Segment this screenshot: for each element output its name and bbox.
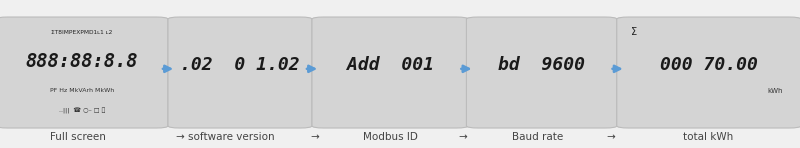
Text: Σ: Σ (630, 27, 637, 37)
Text: ΣT8IMPEXPMD1ʟ1 ʟ2: ΣT8IMPEXPMD1ʟ1 ʟ2 (51, 30, 113, 34)
Text: →: → (606, 132, 614, 142)
Text: PF Hz MkVArh MkWh: PF Hz MkVArh MkWh (50, 88, 114, 93)
Text: → software version: → software version (176, 132, 275, 142)
Text: 888:88:8.8: 888:88:8.8 (26, 52, 138, 71)
Text: Modbus ID: Modbus ID (363, 132, 418, 142)
Text: Full screen: Full screen (50, 132, 106, 142)
Text: ..|||  ☎ ○– □ 🔒: ..||| ☎ ○– □ 🔒 (59, 108, 105, 114)
FancyBboxPatch shape (168, 17, 312, 128)
Text: Baud rate: Baud rate (512, 132, 563, 142)
Text: 000 70.00: 000 70.00 (660, 56, 758, 74)
Text: bd  9600: bd 9600 (498, 56, 585, 74)
Text: kWh: kWh (767, 88, 782, 94)
Text: →: → (458, 132, 466, 142)
FancyBboxPatch shape (617, 17, 800, 128)
Text: .02  0 1.02: .02 0 1.02 (180, 56, 300, 74)
Text: Add  001: Add 001 (346, 56, 434, 74)
FancyBboxPatch shape (466, 17, 617, 128)
Text: total kWh: total kWh (683, 132, 733, 142)
FancyBboxPatch shape (0, 17, 168, 128)
FancyBboxPatch shape (312, 17, 468, 128)
Text: →: → (310, 132, 318, 142)
